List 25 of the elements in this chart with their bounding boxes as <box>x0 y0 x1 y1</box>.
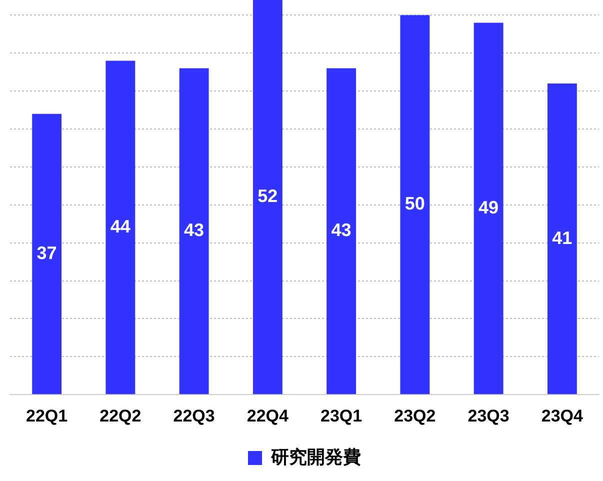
x-tick-label: 22Q3 <box>173 406 215 426</box>
x-tick-label: 23Q3 <box>468 406 510 426</box>
data-label: 49 <box>478 197 499 218</box>
bar <box>326 68 356 394</box>
data-label: 50 <box>404 194 425 214</box>
x-tick-label: 22Q2 <box>100 406 142 426</box>
bar <box>252 0 282 394</box>
x-tick-label: 23Q2 <box>394 406 436 426</box>
bar <box>179 68 209 394</box>
data-label: 44 <box>110 216 130 236</box>
x-tick-label: 23Q1 <box>320 406 362 426</box>
bar <box>400 15 430 394</box>
x-tick-label: 23Q4 <box>541 406 584 426</box>
legend-label: 研究開発費 <box>270 446 361 467</box>
bar <box>547 83 577 394</box>
bar <box>106 60 136 394</box>
bar <box>32 114 62 394</box>
data-label: 43 <box>184 220 204 240</box>
x-tick-label: 22Q1 <box>26 406 68 426</box>
data-label: 52 <box>258 186 278 206</box>
bar <box>474 22 504 394</box>
x-tick-label: 22Q4 <box>246 406 290 426</box>
data-label: 43 <box>331 220 352 240</box>
data-label: 37 <box>36 242 57 263</box>
data-label: 41 <box>552 228 572 248</box>
